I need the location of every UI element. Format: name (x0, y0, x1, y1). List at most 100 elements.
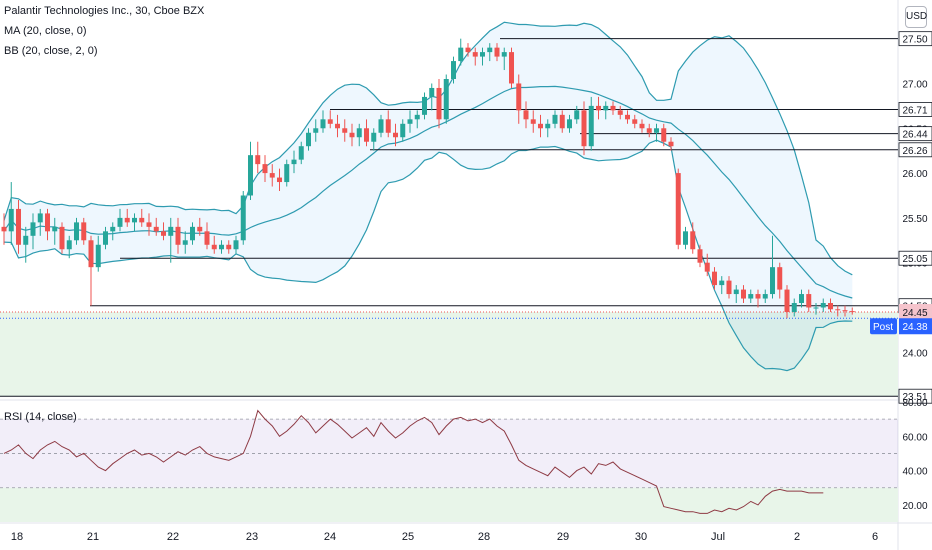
candle (81, 217, 87, 245)
candle-body (545, 123, 551, 129)
candle-body (132, 217, 137, 223)
candle (95, 235, 101, 272)
candle-body (393, 132, 398, 138)
candle (342, 119, 348, 142)
candle (494, 43, 500, 62)
rsi-tick-label: 40.00 (902, 467, 927, 478)
price-tick-label: 25.50 (902, 214, 927, 225)
candle (712, 267, 717, 290)
candle-body (770, 267, 775, 295)
candle-body (400, 123, 406, 138)
level-tag-label: 27.50 (902, 35, 927, 46)
candle (668, 137, 674, 151)
candle-body (617, 110, 623, 115)
candle (552, 110, 558, 129)
candle-body (748, 294, 754, 299)
candle-body (835, 309, 841, 311)
rsi-oversold-zone (0, 487, 898, 522)
candle-body (291, 159, 297, 165)
candle-body (335, 123, 340, 129)
rsi-tick-label: 20.00 (902, 501, 927, 512)
candle-body (530, 119, 536, 124)
candle (748, 289, 754, 304)
candle-body (262, 164, 268, 174)
candle (298, 141, 304, 165)
symbol-title: Palantir Technologies Inc., 30, Cboe BZX (4, 5, 205, 17)
candle (806, 289, 812, 312)
candle-body (516, 83, 522, 111)
candle-body (509, 52, 514, 84)
currency-button[interactable]: USD (905, 6, 927, 28)
candle-body (777, 267, 783, 290)
candle (146, 213, 152, 236)
last-price-tag (899, 303, 932, 320)
candle-body (741, 289, 746, 299)
candle (762, 289, 768, 304)
candle (262, 155, 268, 183)
candle (480, 47, 485, 66)
level-tag-label: 26.26 (902, 146, 927, 157)
candle (828, 298, 833, 312)
candle-body (683, 231, 688, 245)
candle (204, 222, 210, 250)
candle (436, 78, 442, 129)
candle-body (451, 61, 456, 79)
candle-body (30, 222, 36, 236)
candle (733, 285, 739, 304)
candle-body (88, 240, 94, 268)
candle-body (146, 222, 152, 227)
time-tick-label: 24 (324, 531, 336, 543)
candle (320, 110, 326, 133)
candle-body (704, 262, 710, 272)
level-tag-bg (898, 142, 932, 158)
candle-body (378, 119, 384, 133)
candle-body (226, 244, 232, 250)
candle (349, 123, 355, 147)
candle (240, 191, 246, 245)
candle (66, 235, 72, 259)
candle-body (625, 114, 630, 120)
candle (139, 208, 145, 227)
candle-body (806, 294, 812, 308)
candle-body (284, 164, 290, 183)
ma-legend: MA (20, close, 0) (4, 25, 87, 37)
rsi-legend: RSI (14, close) (4, 411, 77, 423)
candle-body (16, 208, 21, 245)
candle (509, 47, 514, 88)
candle-body (168, 226, 174, 236)
candle (646, 123, 652, 138)
candle-body (313, 128, 319, 133)
candle-body (849, 311, 855, 313)
candle (610, 101, 616, 115)
candle (501, 47, 507, 71)
candle (545, 119, 551, 138)
candle (465, 43, 471, 57)
candle (567, 114, 572, 133)
candle (820, 298, 826, 312)
candle (842, 305, 848, 317)
level-tag-bg (898, 102, 932, 117)
level-tag-label: 26.71 (902, 105, 927, 116)
candle-body (842, 310, 848, 312)
level-tag-bg (898, 31, 932, 47)
candle (219, 240, 224, 254)
level-tag-bg (898, 388, 932, 404)
candle (356, 123, 362, 147)
candle-body (632, 119, 638, 124)
price-tick-label: 24.00 (902, 348, 927, 359)
candle (226, 240, 232, 254)
candle-body (733, 289, 739, 295)
candle-body (197, 226, 203, 232)
candle-body (364, 128, 369, 142)
candle (400, 119, 406, 142)
candle (175, 217, 181, 254)
candle (211, 235, 217, 254)
candle-body (66, 240, 72, 250)
candle-body (588, 105, 594, 147)
candle-body (52, 226, 58, 232)
candle-body (639, 123, 645, 129)
candle-body (233, 240, 239, 250)
candle (284, 159, 290, 187)
candle-body (574, 110, 580, 120)
